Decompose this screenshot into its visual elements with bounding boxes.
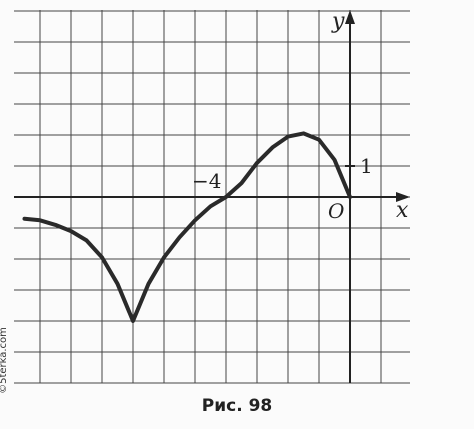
chart-plot: x y −4 1O <box>14 9 410 384</box>
origin-label: O <box>328 199 344 223</box>
axes <box>14 10 410 383</box>
x-tick-label-neg4: −4 <box>192 169 221 193</box>
figure-caption: Рис. 98 <box>201 396 273 416</box>
y-axis-arrow <box>345 10 355 24</box>
labels: x y −4 1O <box>192 9 409 223</box>
function-curve <box>22 131 352 323</box>
y-tick-label-1: 1 <box>360 154 373 178</box>
curve-layer <box>22 131 352 323</box>
y-axis-label: y <box>331 9 345 34</box>
x-axis-arrow <box>396 192 410 202</box>
watermark: ©5terka.com <box>0 327 9 394</box>
x-axis-label: x <box>396 198 409 223</box>
